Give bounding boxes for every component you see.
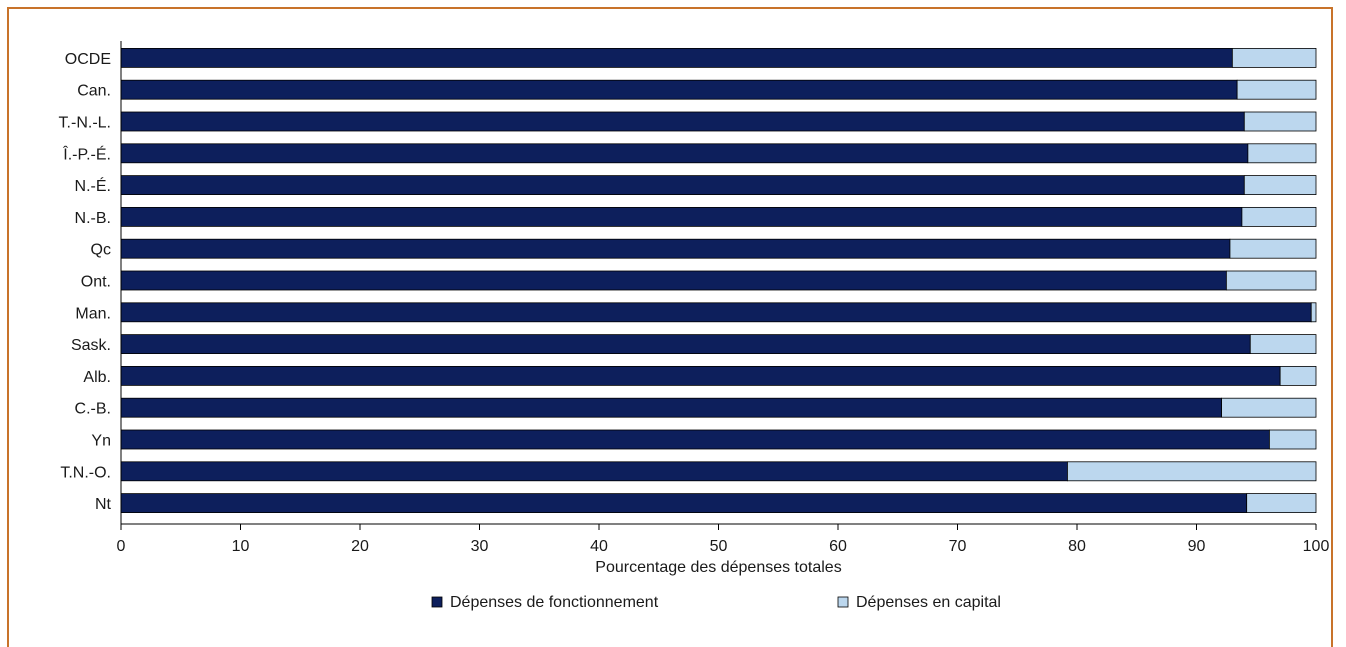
- category-label: Î.-P.-É.: [62, 144, 111, 163]
- bar-operating-5: [120, 206, 1243, 227]
- legend-swatch: [837, 596, 849, 608]
- bar-operating-1: [120, 79, 1238, 100]
- stacked-bar-chart: OCDE Can. T.-N.-L. Î.-P.-É. N.-É. N.-B. Qc Ont.…: [59, 41, 1330, 611]
- bar-capital-4: [1243, 175, 1317, 196]
- category-label: C.-B.: [75, 401, 111, 418]
- category-label: OCDE: [65, 51, 111, 68]
- category-label: Man.: [75, 305, 111, 322]
- x-tick-label: 10: [232, 538, 250, 555]
- bar-capital-0: [1231, 48, 1317, 68]
- category-label: Nt: [95, 496, 112, 513]
- legend-label: Dépenses de fonctionnement: [450, 594, 659, 611]
- x-tick-label: 80: [1068, 538, 1086, 555]
- bar-capital-14: [1246, 493, 1317, 514]
- bar-capital-6: [1229, 238, 1317, 259]
- x-ticks: 0 10 20 30 40 50 60 70 80 90 100: [117, 524, 1330, 555]
- bar-capital-9: [1249, 334, 1317, 355]
- legend-item-operating: Dépenses de fonctionnement: [431, 594, 659, 611]
- bar-capital-2: [1243, 111, 1317, 132]
- bar-operating-0: [120, 48, 1233, 68]
- category-label: Qc: [91, 242, 111, 259]
- bar-capital-10: [1279, 365, 1317, 386]
- x-tick-label: 0: [117, 538, 126, 555]
- x-tick-label: 100: [1303, 538, 1330, 555]
- bar-operating-14: [120, 493, 1248, 514]
- x-tick-label: 70: [949, 538, 967, 555]
- x-tick-label: 40: [590, 538, 608, 555]
- x-tick-label: 30: [471, 538, 489, 555]
- category-label: Alb.: [83, 369, 111, 386]
- category-label: T.-N.-L.: [59, 115, 111, 132]
- category-label: N.-É.: [75, 176, 111, 195]
- category-label: Ont.: [81, 274, 111, 291]
- category-label: T.N.-O.: [60, 464, 111, 481]
- bar-capital-13: [1067, 461, 1317, 482]
- x-tick-label: 50: [710, 538, 728, 555]
- bar-capital-12: [1268, 429, 1317, 450]
- bar-capital-8: [1310, 302, 1317, 323]
- bar-operating-4: [120, 175, 1245, 196]
- legend-label: Dépenses en capital: [856, 594, 1001, 611]
- bar-operating-9: [120, 334, 1251, 355]
- bar-operating-2: [120, 111, 1245, 132]
- x-tick-label: 60: [829, 538, 847, 555]
- bars-layer: [120, 48, 1317, 514]
- x-tick-label: 20: [351, 538, 369, 555]
- x-axis-title: Pourcentage des dépenses totales: [595, 559, 841, 576]
- bar-operating-12: [120, 429, 1270, 450]
- chart-frame: [7, 7, 1333, 647]
- category-labels: OCDE Can. T.-N.-L. Î.-P.-É. N.-É. N.-B. Qc Ont.…: [59, 51, 112, 513]
- bar-operating-7: [120, 270, 1227, 291]
- category-label: Can.: [77, 83, 111, 100]
- bar-operating-10: [120, 365, 1281, 386]
- bar-capital-1: [1236, 79, 1317, 100]
- bar-operating-13: [120, 461, 1068, 482]
- category-label: Sask.: [71, 337, 111, 354]
- bar-operating-8: [120, 302, 1312, 323]
- bar-capital-5: [1241, 206, 1317, 227]
- legend-swatch: [431, 596, 443, 608]
- category-label: Yn: [91, 433, 111, 450]
- bar-operating-11: [120, 397, 1222, 418]
- legend-item-capital: Dépenses en capital: [837, 594, 1001, 611]
- bar-operating-3: [120, 143, 1249, 164]
- bar-capital-7: [1225, 270, 1317, 291]
- bar-capital-11: [1221, 397, 1317, 418]
- bar-operating-6: [120, 238, 1231, 259]
- category-label: N.-B.: [75, 210, 111, 227]
- x-tick-label: 90: [1188, 538, 1206, 555]
- legend: Dépenses de fonctionnement Dépenses en ca…: [431, 594, 1001, 611]
- bar-capital-3: [1247, 143, 1317, 164]
